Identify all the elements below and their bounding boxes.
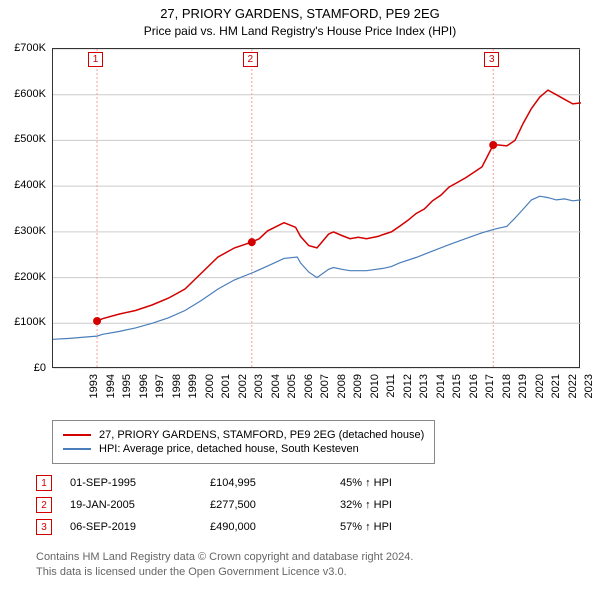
transaction-price: £104,995 (210, 477, 340, 489)
legend-item: HPI: Average price, detached house, Sout… (63, 443, 424, 455)
transaction-price: £277,500 (210, 499, 340, 511)
transaction-marker-box: 3 (484, 52, 499, 67)
attribution-line1: Contains HM Land Registry data © Crown c… (36, 550, 413, 565)
chart-svg (53, 49, 581, 369)
transaction-diff: 32% ↑ HPI (340, 499, 440, 511)
x-tick-label: 2014 (435, 374, 447, 414)
x-tick-label: 2010 (369, 374, 381, 414)
transaction-marker-box: 2 (243, 52, 258, 67)
y-tick-label: £500K (0, 133, 46, 145)
chart-title: 27, PRIORY GARDENS, STAMFORD, PE9 2EG (0, 0, 600, 21)
x-tick-label: 2006 (303, 374, 315, 414)
x-tick-label: 2007 (319, 374, 331, 414)
x-tick-label: 1996 (138, 374, 150, 414)
transaction-row: 1 01-SEP-1995£104,99545% ↑ HPI (36, 474, 440, 492)
legend-swatch (63, 434, 91, 436)
x-tick-label: 1995 (121, 374, 133, 414)
legend: 27, PRIORY GARDENS, STAMFORD, PE9 2EG (d… (52, 420, 435, 464)
transaction-diff: 57% ↑ HPI (340, 521, 440, 533)
x-tick-label: 2023 (583, 374, 595, 414)
x-tick-label: 1993 (88, 374, 100, 414)
y-tick-label: £100K (0, 316, 46, 328)
x-tick-label: 2021 (550, 374, 562, 414)
x-tick-label: 1994 (105, 374, 117, 414)
transaction-row: 3 06-SEP-2019£490,00057% ↑ HPI (36, 518, 440, 536)
attribution-line2: This data is licensed under the Open Gov… (36, 565, 413, 580)
transaction-date: 19-JAN-2005 (70, 499, 210, 511)
x-tick-label: 2015 (451, 374, 463, 414)
x-tick-label: 2002 (237, 374, 249, 414)
transaction-marker-box: 1 (88, 52, 103, 67)
transactions-table: 1 01-SEP-1995£104,99545% ↑ HPI 2 19-JAN-200… (36, 470, 440, 540)
transaction-date: 06-SEP-2019 (70, 521, 210, 533)
transaction-index-marker: 1 (36, 475, 52, 491)
chart-container: 27, PRIORY GARDENS, STAMFORD, PE9 2EG Pr… (0, 0, 600, 590)
x-tick-label: 2018 (501, 374, 513, 414)
x-tick-label: 2019 (517, 374, 529, 414)
x-tick-label: 1999 (187, 374, 199, 414)
legend-item: 27, PRIORY GARDENS, STAMFORD, PE9 2EG (d… (63, 429, 424, 441)
x-tick-label: 2008 (336, 374, 348, 414)
x-tick-label: 2009 (352, 374, 364, 414)
x-tick-label: 2001 (220, 374, 232, 414)
y-tick-label: £300K (0, 225, 46, 237)
x-tick-label: 2003 (253, 374, 265, 414)
transaction-row: 2 19-JAN-2005£277,50032% ↑ HPI (36, 496, 440, 514)
transaction-diff: 45% ↑ HPI (340, 477, 440, 489)
attribution-text: Contains HM Land Registry data © Crown c… (36, 550, 413, 581)
y-tick-label: £400K (0, 179, 46, 191)
x-tick-label: 1998 (171, 374, 183, 414)
transaction-index-marker: 3 (36, 519, 52, 535)
y-tick-label: £200K (0, 271, 46, 283)
x-tick-label: 2011 (385, 374, 397, 414)
y-tick-label: £0 (0, 362, 46, 374)
legend-label: HPI: Average price, detached house, Sout… (99, 443, 359, 455)
chart-subtitle: Price paid vs. HM Land Registry's House … (0, 21, 600, 44)
x-tick-label: 2016 (468, 374, 480, 414)
y-tick-label: £700K (0, 42, 46, 54)
x-tick-label: 2000 (204, 374, 216, 414)
transaction-date: 01-SEP-1995 (70, 477, 210, 489)
x-tick-label: 2022 (567, 374, 579, 414)
x-tick-label: 2012 (402, 374, 414, 414)
transaction-price: £490,000 (210, 521, 340, 533)
plot-area (52, 48, 580, 368)
legend-swatch (63, 448, 91, 450)
x-tick-label: 2020 (534, 374, 546, 414)
x-tick-label: 2004 (270, 374, 282, 414)
x-tick-label: 2013 (418, 374, 430, 414)
x-tick-label: 2017 (484, 374, 496, 414)
y-tick-label: £600K (0, 88, 46, 100)
x-tick-label: 2005 (286, 374, 298, 414)
legend-label: 27, PRIORY GARDENS, STAMFORD, PE9 2EG (d… (99, 429, 424, 441)
x-tick-label: 1997 (154, 374, 166, 414)
transaction-index-marker: 2 (36, 497, 52, 513)
